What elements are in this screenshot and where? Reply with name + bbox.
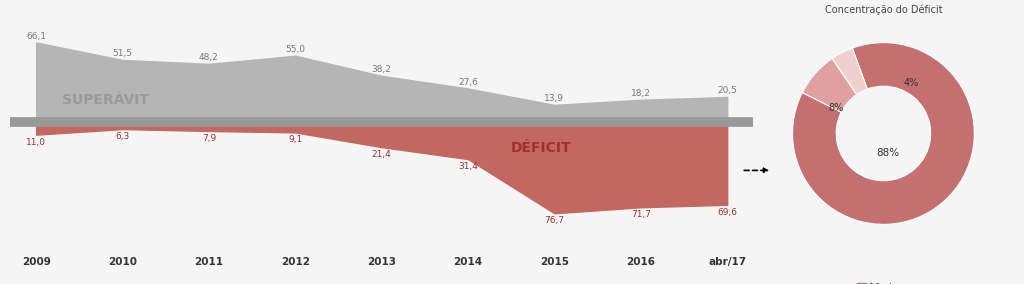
Text: 31,4: 31,4	[458, 162, 478, 171]
Wedge shape	[803, 59, 857, 112]
Legend: 10 planos, 20 planos, 176 planos: 10 planos, 20 planos, 176 planos	[857, 283, 920, 284]
Text: 48,2: 48,2	[199, 53, 219, 62]
Text: 69,6: 69,6	[717, 208, 737, 217]
Text: 55,0: 55,0	[286, 45, 305, 54]
Text: 88%: 88%	[877, 149, 899, 158]
Text: 27,6: 27,6	[458, 78, 478, 87]
Wedge shape	[833, 48, 867, 95]
Text: 51,5: 51,5	[113, 49, 132, 58]
Text: SUPERÁVIT: SUPERÁVIT	[62, 93, 150, 107]
Text: 8%: 8%	[828, 103, 844, 113]
Title: Concentração do Déficit: Concentração do Déficit	[824, 4, 942, 14]
Text: DÉFICIT: DÉFICIT	[511, 141, 571, 155]
Text: 18,2: 18,2	[631, 89, 650, 98]
Text: 71,7: 71,7	[631, 210, 651, 219]
Text: 7,9: 7,9	[202, 134, 216, 143]
Text: 76,7: 76,7	[545, 216, 564, 225]
Text: 6,3: 6,3	[116, 132, 130, 141]
Text: 38,2: 38,2	[372, 65, 391, 74]
Text: 13,9: 13,9	[545, 94, 564, 103]
Wedge shape	[793, 43, 974, 224]
Text: 20,5: 20,5	[717, 86, 737, 95]
Text: 21,4: 21,4	[372, 150, 391, 159]
Text: 66,1: 66,1	[27, 32, 46, 41]
Text: 11,0: 11,0	[27, 138, 46, 147]
Text: 9,1: 9,1	[288, 135, 302, 144]
Text: 4%: 4%	[903, 78, 919, 89]
